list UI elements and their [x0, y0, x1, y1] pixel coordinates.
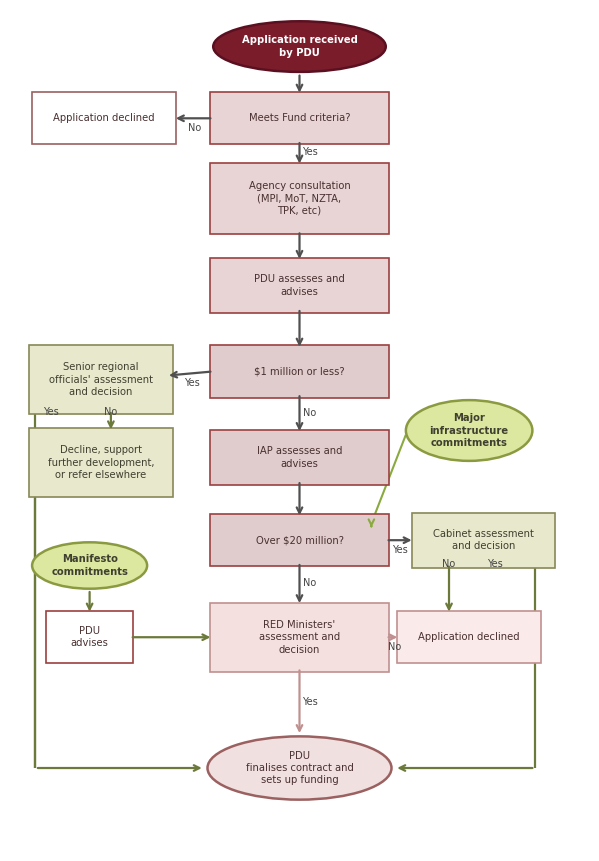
- FancyBboxPatch shape: [210, 430, 389, 485]
- Ellipse shape: [32, 542, 147, 589]
- Text: Yes: Yes: [487, 559, 503, 569]
- Text: Yes: Yes: [392, 545, 408, 555]
- Text: Agency consultation
(MPI, MoT, NZTA,
TPK, etc): Agency consultation (MPI, MoT, NZTA, TPK…: [249, 181, 350, 216]
- Text: IAP assesses and
advises: IAP assesses and advises: [257, 446, 342, 468]
- Text: PDU assesses and
advises: PDU assesses and advises: [254, 274, 345, 296]
- FancyBboxPatch shape: [397, 611, 541, 663]
- Text: Yes: Yes: [183, 378, 199, 388]
- Text: Manifesto
commitments: Manifesto commitments: [51, 554, 128, 577]
- Text: Senior regional
officials' assessment
and decision: Senior regional officials' assessment an…: [49, 362, 153, 397]
- Text: Cabinet assessment
and decision: Cabinet assessment and decision: [433, 529, 534, 551]
- FancyBboxPatch shape: [29, 345, 173, 414]
- Text: PDU
finalises contract and
sets up funding: PDU finalises contract and sets up fundi…: [246, 751, 353, 785]
- Text: Decline, support
further development,
or refer elsewhere: Decline, support further development, or…: [48, 445, 155, 480]
- FancyBboxPatch shape: [210, 163, 389, 234]
- Text: RED Ministers'
assessment and
decision: RED Ministers' assessment and decision: [259, 620, 340, 654]
- Text: Application declined: Application declined: [418, 632, 520, 642]
- FancyBboxPatch shape: [210, 92, 389, 145]
- Text: Yes: Yes: [43, 407, 59, 417]
- Ellipse shape: [406, 400, 533, 461]
- Text: Yes: Yes: [302, 147, 317, 157]
- Text: Application declined: Application declined: [53, 114, 155, 123]
- Text: No: No: [303, 408, 316, 418]
- FancyBboxPatch shape: [29, 428, 173, 497]
- Text: Application received
by PDU: Application received by PDU: [241, 35, 358, 58]
- Text: Yes: Yes: [302, 697, 317, 707]
- Text: PDU
advises: PDU advises: [71, 626, 108, 648]
- Ellipse shape: [213, 22, 386, 72]
- Text: $1 million or less?: $1 million or less?: [254, 367, 345, 376]
- FancyBboxPatch shape: [412, 513, 555, 567]
- Text: No: No: [303, 579, 316, 588]
- Text: No: No: [104, 407, 117, 417]
- FancyBboxPatch shape: [32, 92, 176, 145]
- Ellipse shape: [207, 736, 392, 800]
- FancyBboxPatch shape: [210, 345, 389, 398]
- FancyBboxPatch shape: [210, 603, 389, 672]
- FancyBboxPatch shape: [210, 514, 389, 567]
- FancyBboxPatch shape: [47, 611, 133, 663]
- Text: No: No: [388, 642, 401, 653]
- FancyBboxPatch shape: [210, 258, 389, 313]
- Text: Meets Fund criteria?: Meets Fund criteria?: [249, 114, 350, 123]
- Text: Over $20 million?: Over $20 million?: [256, 536, 343, 545]
- Text: No: No: [443, 559, 456, 569]
- Text: Major
infrastructure
commitments: Major infrastructure commitments: [429, 413, 509, 448]
- Text: No: No: [188, 123, 201, 133]
